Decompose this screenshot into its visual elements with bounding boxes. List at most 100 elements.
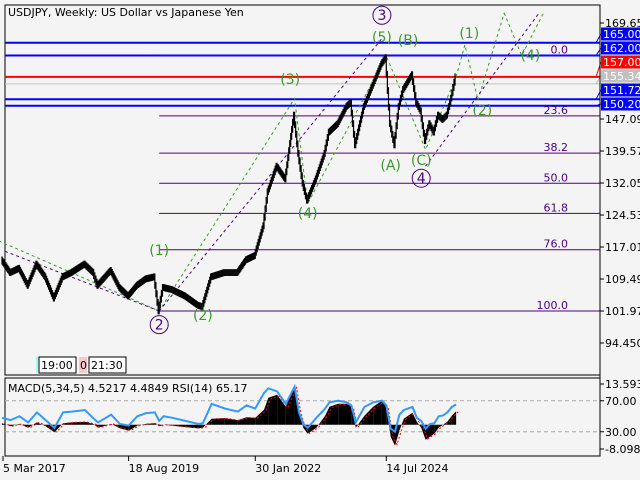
price-level-label: 151.720 <box>603 84 640 97</box>
macd-histogram-bar <box>137 423 147 426</box>
price-level-label: 157.003 <box>603 56 640 69</box>
macd-histogram-bar <box>355 415 365 428</box>
price-tick-label: 169.650 <box>605 17 640 30</box>
price-level-label: 150.200 <box>603 98 640 111</box>
wave-label: 4 <box>417 171 426 187</box>
macd-histogram-bar <box>185 424 199 429</box>
session-tag-box <box>88 356 127 374</box>
macd-histogram-bar <box>434 424 439 434</box>
macd-histogram-bar <box>429 424 435 437</box>
macd-histogram-bar <box>403 412 413 425</box>
wave-label: (4) <box>298 206 318 222</box>
session-tag: 0 <box>80 359 87 372</box>
chart-title: USDJPY, Weekly: US Dollar vs Japanese Ye… <box>8 6 244 19</box>
wave-label: (B) <box>398 33 419 49</box>
session-tag-box <box>79 357 87 373</box>
wave-label: (1) <box>149 243 169 259</box>
indicator-tick-label: 70.00 <box>605 395 637 408</box>
price-level-label: 155.340 <box>603 70 640 83</box>
macd-histogram-bar <box>93 424 99 428</box>
channel-line <box>158 38 383 312</box>
macd-histogram-bar <box>346 403 352 425</box>
session-tag: 19:00 <box>41 359 73 372</box>
macd-signal-line <box>3 385 459 446</box>
price-level-label: 165.000 <box>603 28 640 41</box>
macd-histogram-bar <box>211 418 225 425</box>
price-level-tag <box>601 83 640 97</box>
price-level-tag <box>601 27 640 41</box>
macd-histogram-bar <box>329 403 339 425</box>
macd-histogram-bar <box>307 424 317 434</box>
wave-label: (1) <box>459 26 479 42</box>
price-level-tag <box>601 97 640 111</box>
fib-level-label: 0.0 <box>551 44 569 57</box>
macd-histogram-bar <box>237 417 247 425</box>
macd-histogram-bar <box>264 397 269 425</box>
fib-level-label: 76.0 <box>544 238 569 251</box>
channel-line <box>425 12 540 167</box>
macd-histogram-bar <box>285 385 295 425</box>
macd-histogram-bar <box>246 417 256 425</box>
fib-level-label: 50.0 <box>544 171 569 184</box>
macd-histogram-bar <box>268 394 278 425</box>
macd-histogram-bar <box>416 421 422 428</box>
session-tags: 19:00 0 21:30 <box>36 356 127 374</box>
date-tick-label: 30 Jan 2022 <box>255 462 321 475</box>
macd-histogram-bar <box>111 423 120 429</box>
wave-label: (A) <box>380 158 401 174</box>
price-level-tag <box>601 41 640 55</box>
macd-histogram-bar <box>2 423 11 427</box>
indicator-tick-label: 13.5933 <box>605 378 640 391</box>
date-tick-label: 18 Aug 2019 <box>129 462 199 475</box>
macd-histogram-bar <box>128 424 138 431</box>
macd-histogram-bar <box>373 400 382 425</box>
macd-histogram-bar <box>399 418 404 431</box>
wave-label: (3) <box>280 72 300 88</box>
forecast-path <box>455 12 505 103</box>
date-tick-label: 14 Jul 2024 <box>386 462 448 475</box>
wave-label: (C) <box>411 153 432 169</box>
macd-histogram-bar <box>159 424 164 427</box>
macd-histogram-bar <box>119 424 129 431</box>
macd-histogram-bar <box>255 409 265 425</box>
macd-histogram-bar <box>381 400 387 425</box>
price-tick-label: 124.530 <box>605 209 640 222</box>
wave-label: 3 <box>377 8 386 24</box>
macd-histogram-bar <box>438 424 444 428</box>
fib-level-label: 100.0 <box>537 299 569 312</box>
macd-histogram-bar <box>412 412 417 425</box>
wave-label: (5) <box>372 30 392 46</box>
wave-label: 2 <box>155 318 164 334</box>
macd-histogram-bar <box>28 422 37 428</box>
macd-histogram-bar <box>19 423 29 428</box>
indicator-tick-label: 30.00 <box>605 426 637 439</box>
fib-level-label: 23.6 <box>544 104 569 117</box>
fib-level-label: 61.8 <box>544 201 569 214</box>
macd-histogram-bar <box>202 418 212 428</box>
macd-histogram-bar <box>338 403 347 425</box>
price-level-tag <box>601 69 640 83</box>
wave-label: (4) <box>520 48 540 64</box>
wave-circle <box>149 315 169 335</box>
session-marker <box>36 357 38 373</box>
session-tag-box <box>38 356 77 374</box>
price-level-label: 162.000 <box>603 42 640 55</box>
macd-histogram-bar <box>364 406 374 425</box>
price-tick-label: 101.970 <box>605 305 640 318</box>
fib-level-label: 38.2 <box>544 141 569 154</box>
price-tick-label: 132.050 <box>605 177 640 190</box>
price-tick-label: 94.450 <box>605 337 640 350</box>
main-panel-border <box>4 4 601 376</box>
macd-histogram-bar <box>36 422 46 427</box>
macd-histogram-bar <box>154 423 160 427</box>
rsi-line <box>1 383 457 434</box>
macd-histogram-bar <box>198 424 203 429</box>
price-tick-label: 117.010 <box>605 241 640 254</box>
price-tick-label: 147.090 <box>605 113 640 126</box>
macd-histogram-bar <box>277 394 286 425</box>
macd-histogram-bar <box>84 421 94 425</box>
wave-label: (2) <box>472 103 492 119</box>
macd-histogram-bar <box>325 406 330 425</box>
